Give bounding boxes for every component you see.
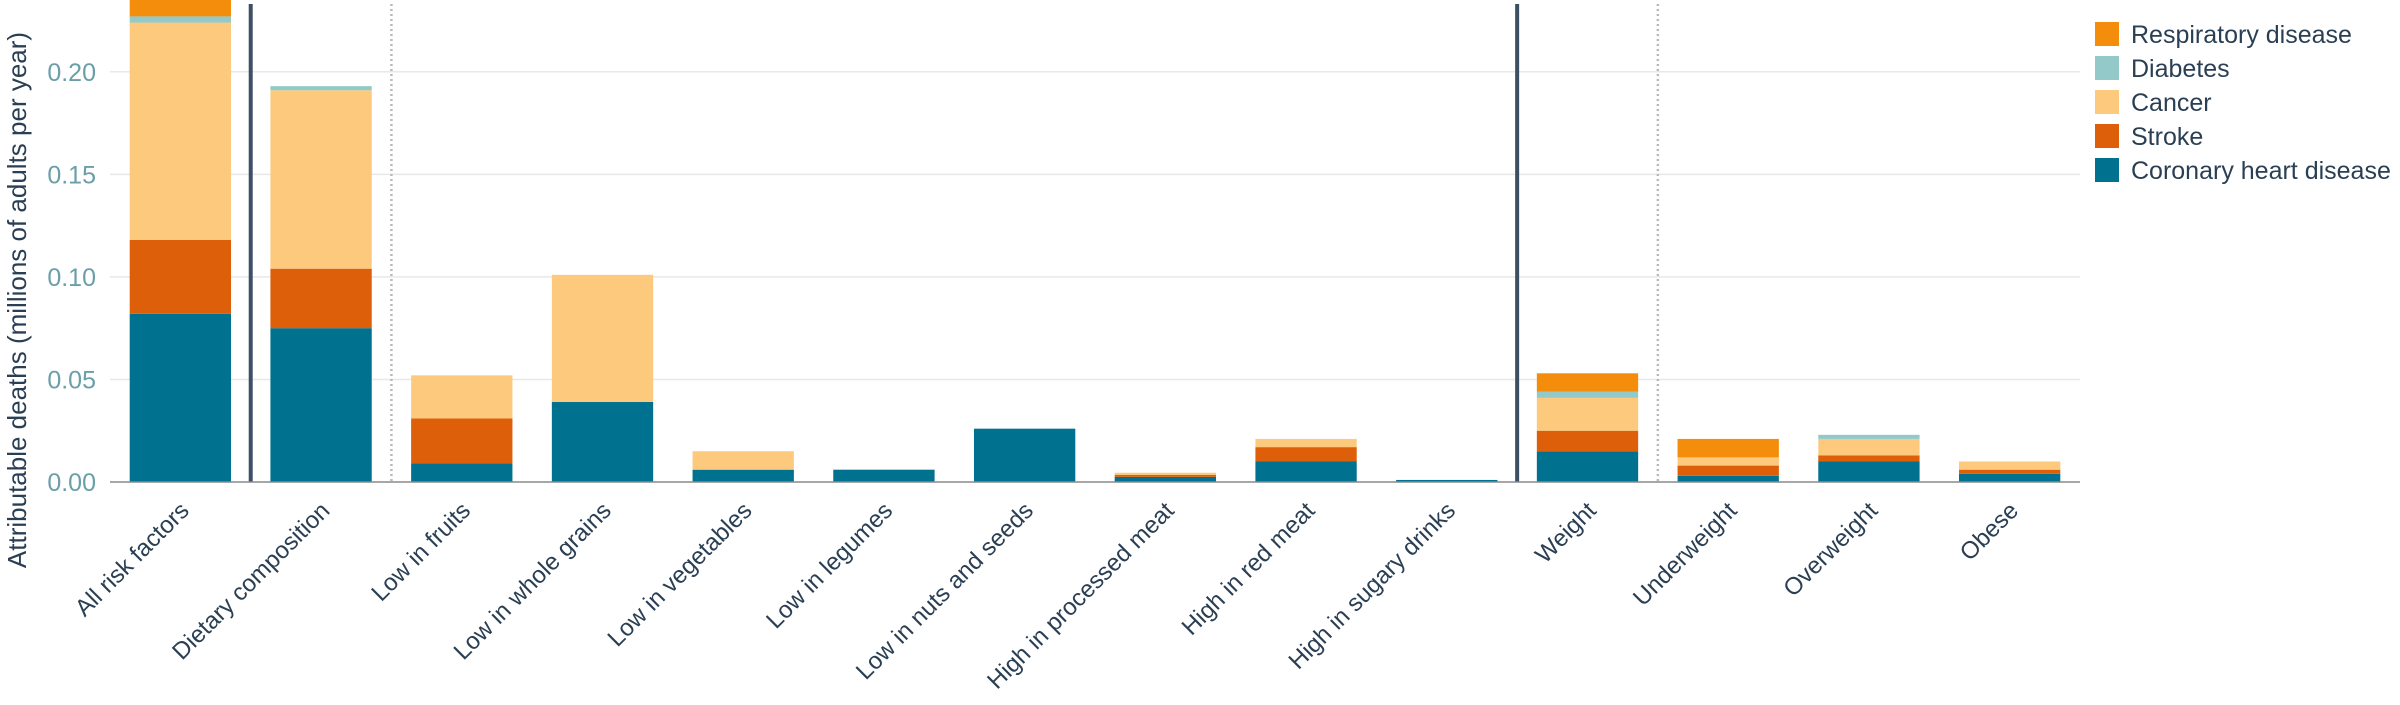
bar-segment — [1536, 451, 1639, 482]
bar-segment — [129, 239, 232, 314]
bar-segment — [1396, 479, 1498, 482]
x-tick-label: Low in vegetables — [603, 497, 758, 652]
bar-segment — [1255, 438, 1357, 448]
bar-segment — [1677, 475, 1779, 482]
bar-segment — [1677, 438, 1779, 458]
legend-label: Respiratory disease — [2131, 21, 2352, 49]
bar-segment — [551, 402, 654, 482]
bar-segment — [1255, 447, 1357, 462]
bar-segment — [270, 86, 372, 91]
bar-segment — [270, 268, 372, 329]
bar-segment — [1536, 391, 1639, 398]
bar-segment — [1958, 473, 2061, 482]
x-tick-label: Underweight — [1628, 497, 1743, 612]
bar-segment — [1536, 373, 1639, 392]
bar-segment — [1818, 455, 1920, 462]
legend-swatch — [2095, 124, 2119, 148]
gridlines — [110, 71, 2080, 381]
bar-segment — [1114, 474, 1217, 477]
bar-segment — [1818, 438, 1920, 456]
bar-segment — [1958, 469, 2061, 474]
bar-segment — [129, 0, 232, 17]
x-tick-label: High in red meat — [1177, 497, 1321, 641]
x-tick-label: Low in whole grains — [449, 497, 617, 665]
bar-segment — [1677, 465, 1779, 476]
bar-segment — [270, 90, 372, 269]
x-tick-label: Obese — [1955, 497, 2024, 566]
y-tick-label: 0.00 — [47, 469, 96, 497]
legend-label: Cancer — [2131, 89, 2212, 117]
legend-label: Stroke — [2131, 123, 2203, 151]
bar-segment — [129, 313, 232, 482]
bar-segment — [1536, 430, 1639, 452]
y-tick-label: 0.15 — [47, 161, 96, 189]
x-tick-label: All risk factors — [70, 497, 195, 622]
legend: Respiratory disease Diabetes Cancer Stroke C… — [2095, 21, 2391, 185]
x-tick-label: Low in fruits — [366, 497, 476, 607]
y-tick-label: 0.05 — [47, 366, 96, 394]
legend-swatch — [2095, 158, 2119, 182]
bar-segment — [973, 428, 1076, 482]
bar-segment — [129, 16, 232, 23]
bar-segment — [1958, 461, 2061, 470]
x-tick-label: Weight — [1530, 497, 1602, 569]
x-tick-label: Low in legumes — [761, 497, 898, 634]
legend-swatch — [2095, 22, 2119, 46]
bar-segment — [411, 463, 513, 482]
bar-segment — [1818, 434, 1920, 439]
bar-segment — [692, 451, 794, 470]
y-tick-label: 0.20 — [47, 59, 96, 87]
legend-swatch — [2095, 56, 2119, 80]
bar-segment — [833, 469, 935, 482]
bar-segment — [270, 328, 372, 482]
bar-segment — [551, 274, 654, 403]
legend-swatch — [2095, 90, 2119, 114]
legend-label: Diabetes — [2131, 55, 2230, 83]
bars — [129, 0, 2061, 482]
y-tick-label: 0.10 — [47, 264, 96, 292]
bar-segment — [411, 375, 513, 419]
bar-segment — [1114, 476, 1217, 482]
bar-segment — [129, 22, 232, 240]
bar-segment — [1818, 461, 1920, 482]
bar-segment — [411, 418, 513, 464]
bar-segment — [692, 469, 794, 482]
bar-segment — [1536, 397, 1639, 431]
group-separators — [248, 4, 1660, 482]
x-tick-label: Dietary composition — [167, 497, 335, 665]
y-axis-label: Attributable deaths (millions of adults … — [2, 32, 32, 568]
bar-segment — [1114, 472, 1217, 475]
legend-label: Coronary heart disease — [2131, 157, 2391, 185]
bar-segment — [1677, 457, 1779, 466]
x-tick-label: Overweight — [1778, 497, 1883, 602]
bar-segment — [1255, 461, 1357, 482]
